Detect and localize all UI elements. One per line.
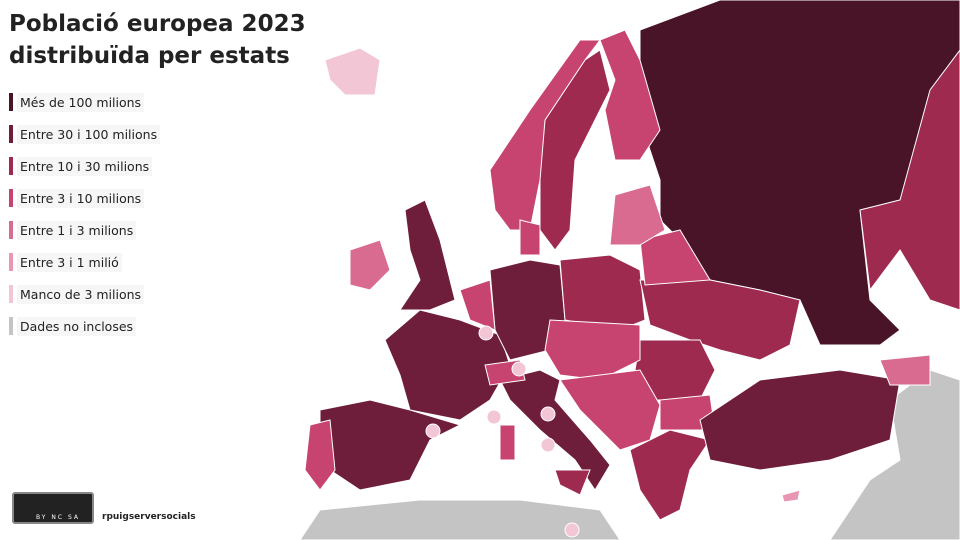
legend-item: Entre 3 i 10 milions — [9, 182, 160, 214]
title-line: distribuïda per estats — [9, 43, 290, 69]
italy — [499, 369, 611, 491]
title: Població europea 2023 distribuïda per es… — [9, 8, 306, 72]
legend-item: Dades no incloses — [9, 310, 160, 342]
cc-badge: BY NC SA — [12, 492, 94, 524]
legend-label: Entre 10 i 30 milions — [17, 156, 153, 176]
legend-swatch — [9, 93, 13, 111]
legend-swatch — [9, 285, 13, 303]
denmark — [519, 219, 541, 256]
poland — [559, 254, 646, 331]
title-line: Població europea 2023 — [9, 11, 306, 37]
norway — [489, 39, 601, 231]
cyprus — [781, 489, 801, 503]
kazakhstan — [859, 49, 960, 311]
legend-item: Manco de 3 milions — [9, 278, 160, 310]
legend-item: Entre 30 i 100 milions — [9, 118, 161, 150]
legend-label: Entre 3 i 10 milions — [17, 188, 145, 208]
author: rpuigserversocials — [102, 512, 196, 522]
belarus — [639, 229, 711, 286]
countries — [299, 0, 960, 540]
greece — [629, 429, 711, 521]
microstate — [486, 409, 502, 425]
legend-swatch — [9, 317, 13, 335]
legend-label: Entre 30 i 100 milions — [17, 124, 161, 144]
turkey — [699, 369, 901, 471]
microstate — [540, 406, 556, 422]
central-europe — [544, 319, 641, 381]
legend-swatch — [9, 221, 13, 239]
legend-label: Manco de 3 milions — [17, 284, 145, 304]
uk — [399, 199, 456, 311]
legend-item: Més de 100 milions — [9, 86, 160, 118]
microstate — [425, 423, 441, 439]
sicily — [554, 469, 591, 496]
baltics — [609, 184, 666, 246]
legend-item: Entre 1 i 3 milions — [9, 214, 160, 246]
legend-label: Dades no incloses — [17, 316, 137, 336]
license: BY NC SA — [36, 514, 80, 521]
legend: Més de 100 milions Entre 30 i 100 milions… — [9, 86, 161, 342]
legend-label: Entre 3 i 1 milió — [17, 252, 122, 272]
legend-swatch — [9, 157, 13, 175]
legend-label: Entre 1 i 3 milions — [17, 220, 137, 240]
sardinia — [499, 424, 516, 461]
legend-swatch — [9, 253, 13, 271]
finland — [599, 29, 661, 161]
benelux — [459, 279, 496, 331]
microstate — [540, 437, 556, 453]
caucasus — [879, 354, 931, 386]
russia — [639, 0, 960, 346]
legend-swatch — [9, 189, 13, 207]
microstate — [511, 361, 527, 377]
legend-label: Més de 100 milions — [17, 92, 145, 112]
ireland — [349, 239, 391, 291]
iceland — [324, 47, 381, 96]
legend-swatch — [9, 125, 13, 143]
grey-africa — [299, 499, 621, 540]
legend-item: Entre 3 i 1 milió — [9, 246, 160, 278]
portugal — [304, 419, 336, 491]
legend-item: Entre 10 i 30 milions — [9, 150, 160, 182]
microstate — [564, 522, 580, 538]
grey-mideast — [829, 369, 960, 540]
sweden — [539, 49, 611, 251]
ukraine — [639, 279, 801, 361]
microstate — [478, 325, 494, 341]
